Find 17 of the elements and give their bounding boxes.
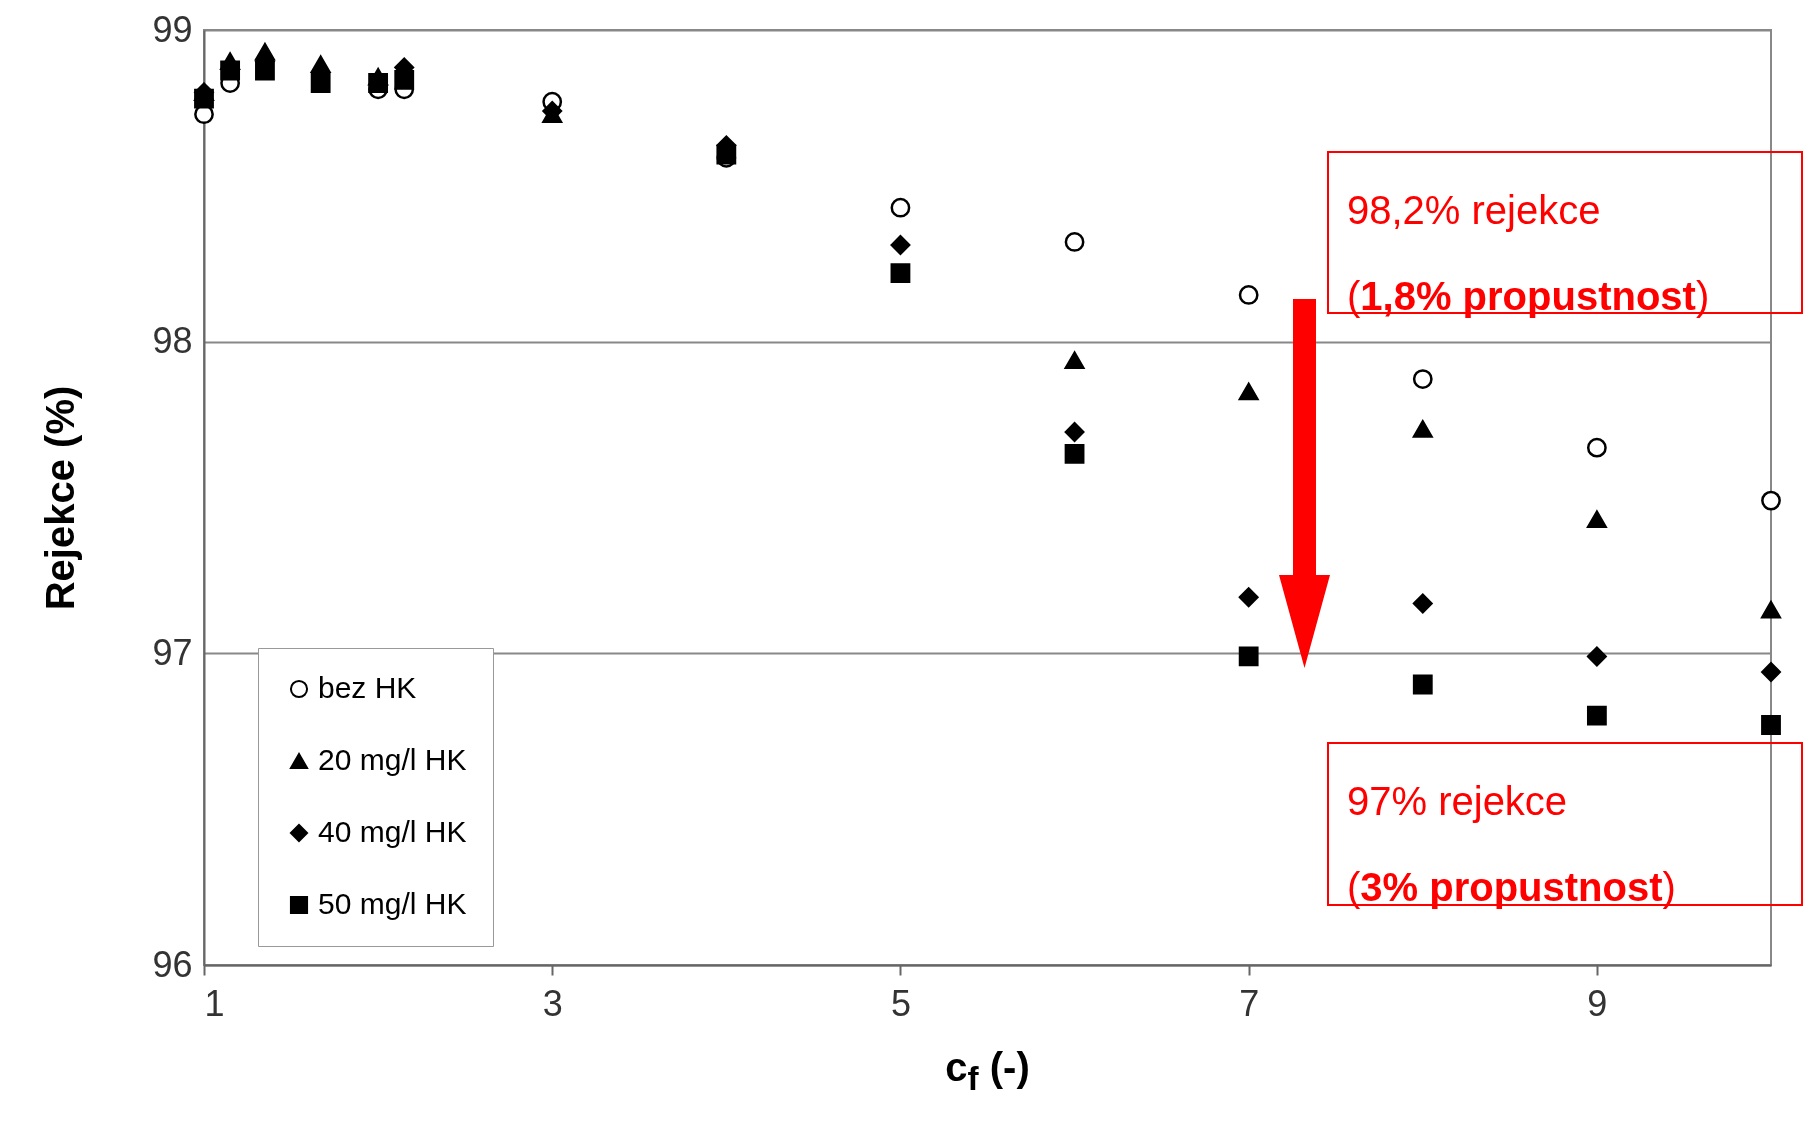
x-axis-title: c$_{f}$ (-) (944, 1045, 1031, 1098)
y-tick-label: 98 (152, 320, 193, 362)
x-tick-label: 5 (890, 982, 911, 1024)
x-tick-label: 1 (204, 982, 225, 1024)
y-tick-label: 97 (152, 631, 193, 673)
x-tick-label: 7 (1239, 982, 1260, 1024)
legend-label: bez HK (318, 671, 417, 704)
x-tick-label: 9 (1587, 982, 1608, 1024)
legend-label: 50 mg/l HK (318, 887, 467, 920)
y-axis-title: Rejekce (%) (38, 385, 83, 611)
annotation: 97% rejekce (1347, 778, 1569, 825)
y-tick-label: 99 (152, 8, 193, 50)
x-tick-label: 3 (542, 982, 563, 1024)
y-tick-label: 96 (152, 943, 193, 985)
legend-label: 20 mg/l HK (318, 743, 467, 776)
legend-label: 40 mg/l HK (318, 815, 467, 848)
annotation: 98,2% rejekce (1347, 187, 1602, 234)
